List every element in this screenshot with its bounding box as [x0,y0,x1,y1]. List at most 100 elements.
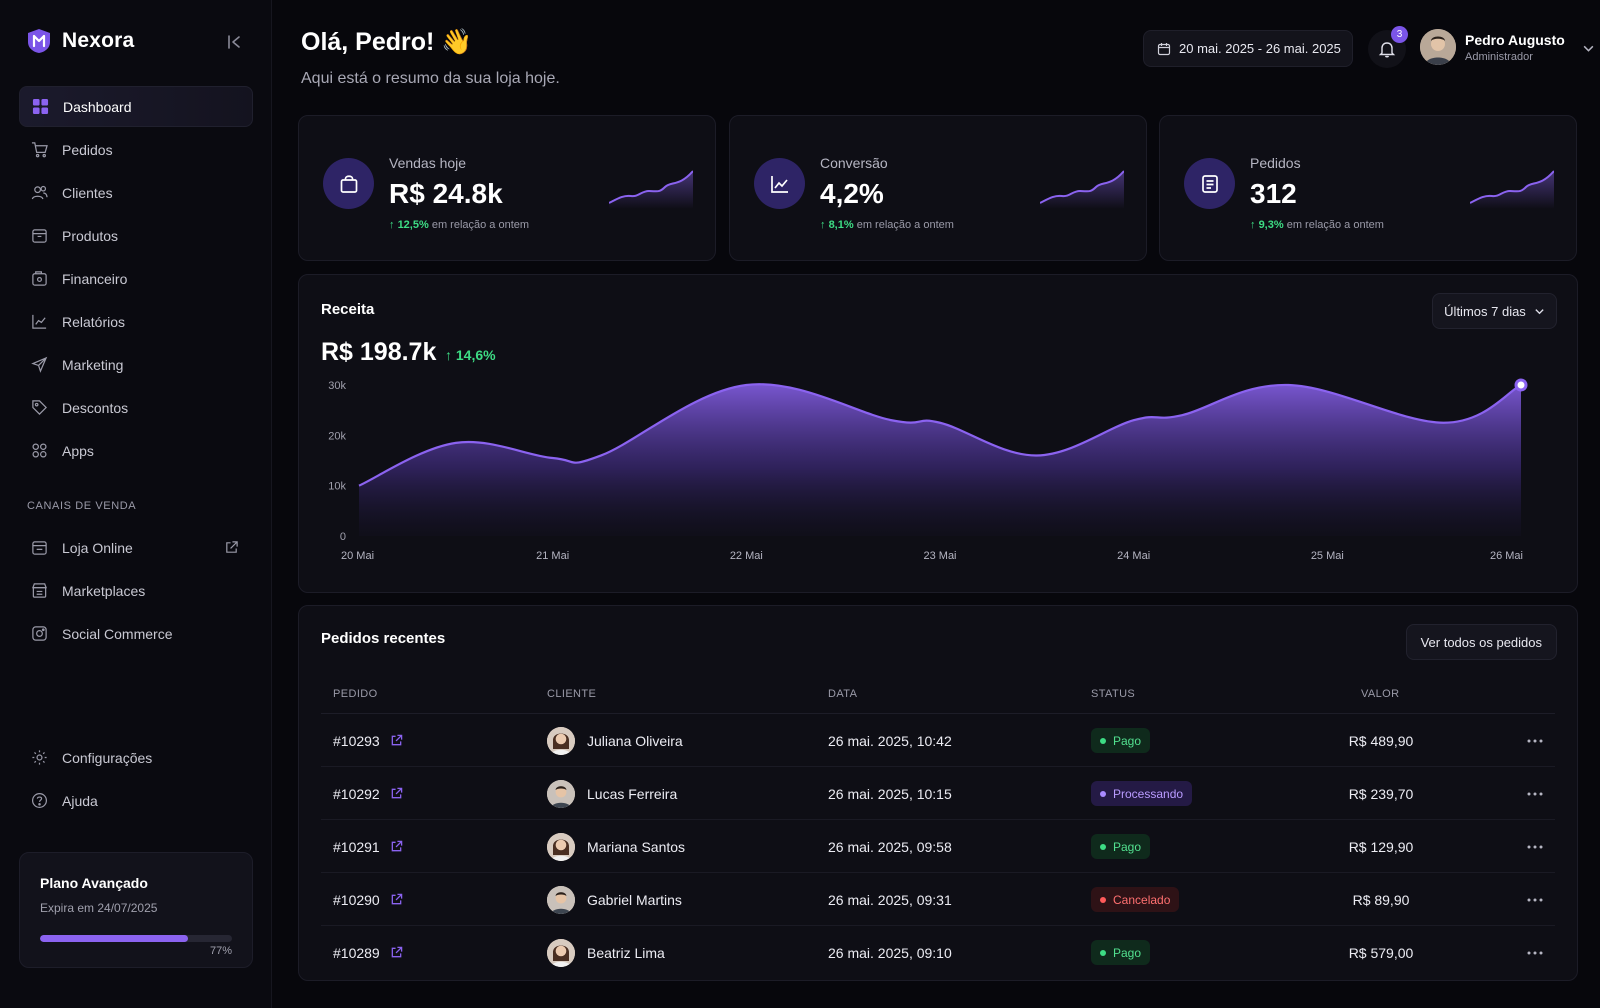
revenue-area [359,384,1521,536]
calendar-icon [1157,42,1171,55]
sidebar-item-label: Configurações [62,749,153,766]
sidebar-item-descontos[interactable]: Descontos [19,387,253,428]
bottom-nav: Configurações Ajuda [19,737,253,823]
sidebar-item-marketplaces[interactable]: Marketplaces [19,570,253,611]
status-dot [1100,949,1106,956]
row-actions-button[interactable] [1525,820,1545,873]
view-all-orders-button[interactable]: Ver todos os pedidos [1405,624,1557,660]
marketplace-icon [32,583,47,598]
main-nav: Dashboard Pedidos Clientes Produtos Fina… [19,86,253,473]
sidebar-item-pedidos[interactable]: Pedidos [19,129,253,170]
document-icon [1201,174,1218,193]
stat-icon-bg [754,158,805,209]
sidebar-item-apps[interactable]: Apps [19,430,253,471]
more-horizontal-icon [1527,792,1543,795]
x-tick-label: 22 Mai [730,550,763,562]
sidebar-item-dashboard[interactable]: Dashboard [19,86,253,127]
bag-icon [340,174,357,193]
period-select[interactable]: Últimos 7 dias [1432,293,1557,329]
column-header-value[interactable]: VALOR [1361,688,1400,700]
status-cell: Processando [1091,767,1193,820]
sidebar-item-social-commerce[interactable]: Social Commerce [19,613,253,654]
brand[interactable]: Nexora [26,28,134,54]
stat-card-sales[interactable]: Vendas hoje R$ 24.8k ↑ 12,5% em relação … [298,115,716,261]
row-actions-button[interactable] [1525,873,1545,926]
order-id[interactable]: #10290 [333,891,380,908]
sparkline [609,170,693,209]
external-link-icon[interactable] [390,787,403,800]
date-range-picker[interactable]: 20 mai. 2025 - 26 mai. 2025 [1143,30,1353,67]
client-name: Beatriz Lima [587,944,665,961]
row-actions-button[interactable] [1525,767,1545,820]
row-actions-button[interactable] [1525,714,1545,767]
sidebar-item-configuracoes[interactable]: Configurações [19,737,253,778]
external-link-icon[interactable] [224,540,239,555]
table-header: PEDIDO CLIENTE DATA STATUS VALOR [321,680,1555,714]
sales-channels-title: CANAIS DE VENDA [27,500,137,512]
sidebar-item-relatorios[interactable]: Relatórios [19,301,253,342]
column-header-order[interactable]: PEDIDO [333,688,378,700]
stat-delta-text: em relação a ontem [431,219,530,231]
order-value: R$ 489,90 [1348,732,1414,749]
collapse-sidebar-icon[interactable] [224,32,244,52]
status-badge: Pago [1091,940,1151,965]
stat-label: Vendas hoje [389,155,467,171]
stat-card-orders[interactable]: Pedidos 312 ↑ 9,3% em relação a ontem [1159,115,1577,261]
notifications-button[interactable]: 3 [1368,26,1408,68]
status-dot [1100,896,1106,903]
external-link-icon[interactable] [390,893,403,906]
cart-icon [31,142,48,158]
more-horizontal-icon [1527,845,1543,848]
users-icon [31,185,48,200]
table-row[interactable]: #10289 Beatriz Lima 26 mai. 2025, 09:10 Pag… [321,926,1555,979]
sidebar-item-ajuda[interactable]: Ajuda [19,780,253,821]
order-id[interactable]: #10292 [333,785,380,802]
status-badge: Cancelado [1091,887,1180,912]
order-id-cell: #10290 [333,873,403,926]
stat-delta-value: 12,5% [397,219,429,231]
sidebar-item-produtos[interactable]: Produtos [19,215,253,256]
sidebar-item-loja-online[interactable]: Loja Online [19,527,253,568]
external-link-icon[interactable] [390,946,403,959]
order-id-cell: #10291 [333,820,403,873]
sidebar-item-label: Relatórios [62,313,126,330]
order-id[interactable]: #10291 [333,838,380,855]
stat-card-conversion[interactable]: Conversão 4,2% ↑ 8,1% em relação a ontem [729,115,1147,261]
row-actions-button[interactable] [1525,926,1545,979]
notification-count-badge: 3 [1391,26,1408,43]
order-value: R$ 579,00 [1348,944,1414,961]
column-header-date[interactable]: DATA [828,688,858,700]
client-cell: Beatriz Lima [547,926,665,979]
sparkline [1040,170,1124,209]
more-horizontal-icon [1527,951,1543,954]
external-link-icon[interactable] [390,734,403,747]
client-cell: Lucas Ferreira [547,767,677,820]
stat-value: 312 [1250,178,1297,209]
sidebar-item-clientes[interactable]: Clientes [19,172,253,213]
brand-name: Nexora [62,29,135,52]
user-menu[interactable]: Pedro Augusto Administrador [1420,29,1595,65]
status-label: Pago [1113,945,1142,960]
data-point[interactable] [1514,378,1528,392]
order-date: 26 mai. 2025, 10:42 [828,732,952,749]
apps-icon [32,443,47,458]
gear-icon [32,750,47,765]
plan-card[interactable]: Plano Avançado Expira em 24/07/2025 77% [19,852,253,968]
user-role: Administrador [1465,50,1533,63]
sidebar-item-financeiro[interactable]: Financeiro [19,258,253,299]
table-row[interactable]: #10291 Mariana Santos 26 mai. 2025, 09:58 P… [321,820,1555,873]
plan-progress-label: 77% [209,945,232,957]
send-icon [31,356,48,373]
help-icon [31,792,48,809]
order-id[interactable]: #10289 [333,944,380,961]
table-row[interactable]: #10292 Lucas Ferreira 26 mai. 2025, 10:15 P… [321,767,1555,820]
external-link-icon[interactable] [390,840,403,853]
table-row[interactable]: #10290 Gabriel Martins 26 mai. 2025, 09:31… [321,873,1555,926]
stat-label: Pedidos [1250,155,1301,171]
sidebar-item-marketing[interactable]: Marketing [19,344,253,385]
column-header-client[interactable]: CLIENTE [547,688,597,700]
table-row[interactable]: #10293 Juliana Oliveira 26 mai. 2025, 10:4… [321,714,1555,767]
order-id[interactable]: #10293 [333,732,380,749]
column-header-status[interactable]: STATUS [1091,688,1136,700]
client-name: Mariana Santos [587,838,686,855]
